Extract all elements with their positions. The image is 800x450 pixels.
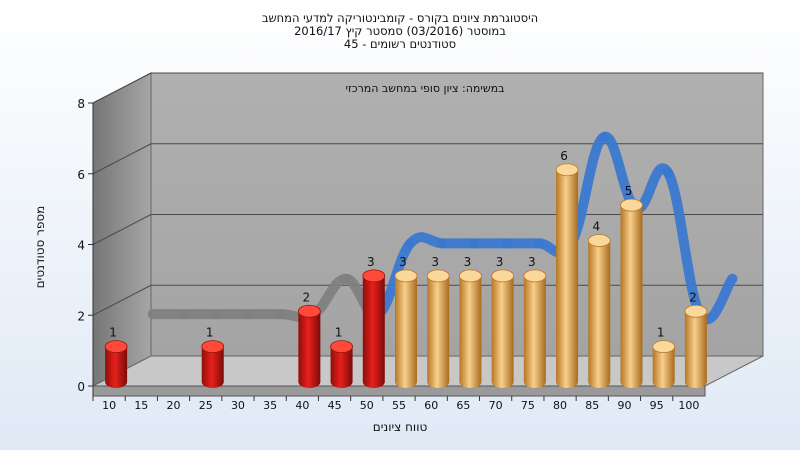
bar-top [426, 269, 450, 283]
bar-value-label: 1 [657, 326, 665, 340]
bar-top [330, 340, 353, 354]
bar-value-label: 2 [689, 290, 697, 304]
x-tick-label: 75 [521, 399, 535, 412]
y-gridline [92, 214, 152, 245]
bar-body [684, 311, 707, 389]
x-tick-label: 65 [456, 399, 470, 412]
y-axis-label: מספר סטודנטים [33, 205, 47, 289]
x-tick-label: 55 [392, 399, 406, 412]
bar [684, 304, 708, 389]
bar-body [395, 275, 417, 388]
x-tick-label: 15 [134, 399, 148, 412]
y-tick-label: 2 [77, 309, 85, 323]
bar-body [105, 346, 128, 389]
y-gridline [92, 143, 152, 175]
bar-top [459, 269, 482, 283]
bar [394, 269, 418, 388]
bar [459, 269, 482, 389]
bar [652, 340, 676, 389]
x-tick-label: 100 [678, 399, 699, 412]
bar-top [684, 304, 708, 318]
bar-top [587, 234, 611, 247]
bar-top [620, 198, 643, 212]
y-tick-label: 4 [77, 239, 85, 253]
bar-top [297, 304, 321, 318]
bar [297, 304, 321, 389]
bar [587, 234, 611, 389]
bar-value-label: 1 [109, 326, 117, 340]
bar-body [588, 240, 611, 389]
bar-body [201, 346, 224, 389]
x-tick-label: 45 [328, 399, 342, 412]
bar-value-label: 3 [464, 255, 472, 269]
chart-title: היסטוגרמת ציונים בקורס - קומבינטוריקה למ… [261, 11, 539, 25]
bar-top [394, 269, 418, 283]
bar-value-label: 1 [335, 326, 343, 340]
floor-edge [92, 385, 706, 397]
x-tick-label: 40 [295, 399, 309, 412]
x-tick-label: 20 [167, 399, 181, 412]
bar [104, 340, 128, 389]
bar-value-label: 3 [367, 255, 375, 269]
bar-body [362, 275, 385, 389]
x-tick-label: 50 [360, 399, 374, 412]
bar-value-label: 1 [206, 326, 214, 340]
x-axis-label: טווח ציונים [372, 420, 428, 434]
bar-body [523, 275, 546, 389]
trend-ribbon-segment [662, 167, 706, 320]
y-tick-label: 0 [77, 380, 85, 394]
bar-top [201, 340, 225, 354]
x-tick-label: 90 [617, 399, 631, 412]
bar-value-label: 3 [431, 255, 439, 269]
bar-body [556, 169, 579, 389]
x-tick-label: 10 [102, 399, 116, 412]
bar [330, 340, 353, 388]
bar-value-label: 4 [592, 220, 600, 234]
bar-top [555, 163, 579, 177]
x-tick-label: 60 [424, 399, 438, 412]
x-tick-label: 80 [553, 399, 567, 412]
bar [620, 198, 643, 389]
bar [523, 269, 547, 389]
bar-body [620, 205, 643, 389]
bar-value-label: 2 [303, 290, 311, 304]
bar-value-label: 3 [399, 255, 407, 269]
bar-top [652, 340, 676, 354]
bar [201, 340, 225, 389]
y-gridline [92, 284, 152, 316]
x-tick-label: 25 [199, 399, 213, 412]
chart-subtitle-enrolled: סטודנטים רשומים - 45 [343, 37, 457, 51]
chart-subtitle-semester: במוסטר (03/2016) סמסטר קיץ 2016/17 [294, 24, 506, 38]
bar-body [652, 346, 675, 389]
bar-top [362, 269, 386, 283]
y-tick-label: 6 [77, 168, 85, 182]
x-tick-label: 85 [585, 399, 599, 412]
bar [362, 269, 386, 389]
bar-value-label: 5 [625, 184, 633, 198]
bar-value-label: 3 [496, 255, 504, 269]
plot-subtitle: במשימה: ציון סופי במחשב המרכזי [345, 82, 505, 95]
y-tick-label: 8 [77, 97, 85, 111]
bar-value-label: 3 [528, 255, 536, 269]
x-tick-label: 70 [489, 399, 503, 412]
bar-value-label: 6 [560, 149, 568, 163]
bar-body [491, 275, 514, 389]
y-gridline [92, 72, 152, 104]
x-tick-label: 30 [231, 399, 245, 412]
bar-body [330, 346, 353, 388]
bar-top [104, 340, 128, 354]
bar [426, 269, 450, 389]
x-tick-label: 35 [263, 399, 277, 412]
bar-top [523, 269, 547, 283]
bar [555, 163, 579, 389]
x-tick-label: 95 [650, 399, 664, 412]
bar-body [298, 311, 321, 389]
bar-top [491, 269, 515, 283]
bar-body [459, 275, 482, 389]
bar [491, 269, 515, 389]
bar-body [427, 275, 450, 389]
